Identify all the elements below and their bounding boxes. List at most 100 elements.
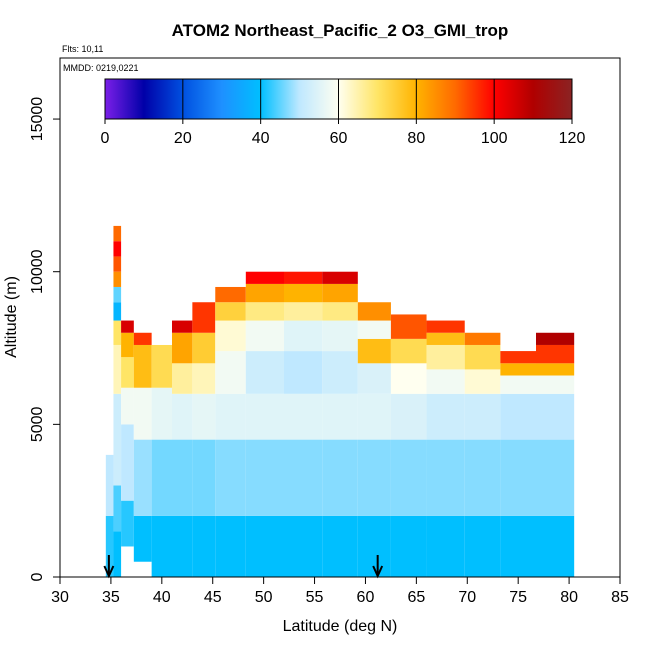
heatmap-cell bbox=[113, 302, 122, 321]
heatmap-cell bbox=[464, 332, 501, 345]
heatmap-cell bbox=[151, 387, 172, 440]
arrow-markers bbox=[103, 555, 384, 579]
heatmap-cell bbox=[322, 271, 358, 284]
heatmap-cell bbox=[536, 363, 575, 376]
y-tick-label: 10000 bbox=[29, 249, 46, 294]
colorbar-tick-label: 80 bbox=[407, 130, 425, 147]
heatmap-cell bbox=[215, 393, 246, 440]
heatmap-cell bbox=[500, 393, 536, 440]
down-arrow-icon bbox=[103, 555, 115, 579]
heatmap-cell bbox=[105, 515, 114, 577]
heatmap-cell bbox=[121, 500, 134, 547]
heatmap-cell bbox=[284, 283, 323, 303]
heatmap-cell bbox=[121, 320, 134, 333]
heatmap-cell bbox=[215, 320, 246, 352]
heatmap-cell bbox=[284, 393, 323, 440]
heatmap-cell bbox=[426, 369, 465, 394]
y-tick-label: 0 bbox=[29, 572, 46, 581]
heatmap-cell bbox=[121, 424, 134, 501]
heatmap-cell bbox=[172, 393, 193, 440]
heatmap-cell bbox=[133, 439, 152, 516]
heatmap-cell bbox=[357, 393, 391, 440]
heatmap-cell bbox=[215, 351, 246, 394]
heatmap-cell bbox=[215, 439, 246, 516]
heatmap-cell bbox=[500, 515, 536, 577]
heatmap-cell bbox=[192, 302, 216, 333]
heatmap-cell bbox=[390, 439, 427, 516]
heatmap-cell bbox=[133, 387, 152, 440]
heatmap-cell bbox=[536, 344, 575, 364]
x-tick-label: 30 bbox=[51, 589, 69, 606]
heatmap-cell bbox=[464, 393, 501, 440]
colorbar: 0 20 40 60 80 100 120 bbox=[101, 78, 586, 147]
colorbar-tick-label: 0 bbox=[101, 130, 110, 147]
heatmap-cell bbox=[464, 439, 501, 516]
colorbar-tick-label: 60 bbox=[330, 130, 348, 147]
heatmap-cell bbox=[536, 393, 575, 440]
heatmap-cell bbox=[245, 271, 284, 284]
heatmap-cell bbox=[426, 439, 465, 516]
y-tick-label: 5000 bbox=[29, 406, 46, 442]
heatmap-cell bbox=[464, 515, 501, 577]
heatmap-cell bbox=[113, 393, 122, 486]
heatmap-cell bbox=[192, 332, 216, 364]
heatmap-cell bbox=[426, 515, 465, 577]
heatmap-cell bbox=[390, 515, 427, 577]
heatmap-cell bbox=[245, 439, 284, 516]
heatmap-cell bbox=[357, 363, 391, 394]
heatmap-cell bbox=[390, 393, 427, 440]
heatmap-cell bbox=[426, 344, 465, 370]
y-axis-label: Altitude (m) bbox=[3, 276, 20, 358]
heatmap-cell bbox=[172, 332, 193, 364]
heatmap-cell bbox=[500, 439, 536, 516]
heatmap-cell bbox=[133, 332, 152, 345]
heatmap-cell bbox=[464, 369, 501, 394]
heatmap-cell bbox=[215, 302, 246, 321]
heatmap-cell bbox=[113, 485, 122, 532]
heatmap-cell bbox=[536, 375, 575, 394]
x-tick-label: 70 bbox=[458, 589, 476, 606]
heatmap-cell bbox=[113, 225, 122, 242]
x-axis-label: Latitude (deg N) bbox=[283, 618, 398, 635]
y-axis: 0 5000 10000 15000 bbox=[29, 97, 60, 581]
x-tick-label: 45 bbox=[204, 589, 222, 606]
heatmap-cell bbox=[500, 375, 536, 394]
colorbar-ticks: 0 20 40 60 80 100 120 bbox=[101, 79, 586, 147]
heatmap-cell bbox=[357, 338, 391, 364]
heatmap-cell bbox=[245, 302, 284, 321]
heatmap-cell bbox=[536, 332, 575, 345]
heatmap-cell bbox=[500, 351, 536, 364]
heatmap-cell bbox=[133, 344, 152, 388]
heatmap-cell bbox=[172, 320, 193, 333]
heatmap-cell bbox=[245, 351, 284, 394]
chart-title: ATOM2 Northeast_Pacific_2 O3_GMI_trop bbox=[172, 21, 509, 40]
heatmap-cell bbox=[113, 241, 122, 257]
heatmap-cell bbox=[284, 271, 323, 284]
heatmap-cell bbox=[172, 363, 193, 394]
heatmap-cell bbox=[284, 515, 323, 577]
heatmap-cell bbox=[390, 314, 427, 339]
heatmap-cell bbox=[390, 338, 427, 364]
colorbar-tick-label: 40 bbox=[252, 130, 270, 147]
heatmap-cell bbox=[121, 332, 134, 358]
colorbar-tick-label: 120 bbox=[559, 130, 586, 147]
heatmap-cell bbox=[426, 320, 465, 333]
heatmap-cell bbox=[192, 439, 216, 516]
heatmap-cell bbox=[215, 286, 246, 303]
heatmap-cell bbox=[357, 320, 391, 339]
heatmap-cell bbox=[322, 515, 358, 577]
heatmap-cell bbox=[322, 393, 358, 440]
heatmap-cell bbox=[284, 302, 323, 321]
colorbar-tick-label: 20 bbox=[174, 130, 192, 147]
x-tick-label: 65 bbox=[407, 589, 425, 606]
date-label: MMDD: 0219,0221 bbox=[63, 63, 139, 73]
heatmap-cell bbox=[536, 515, 575, 577]
heatmap-cell bbox=[113, 256, 122, 272]
heatmap-cell bbox=[322, 320, 358, 352]
heatmap-cell bbox=[192, 393, 216, 440]
heatmap-cell bbox=[426, 393, 465, 440]
heatmap-cell bbox=[322, 283, 358, 303]
heatmap-cell bbox=[215, 515, 246, 577]
